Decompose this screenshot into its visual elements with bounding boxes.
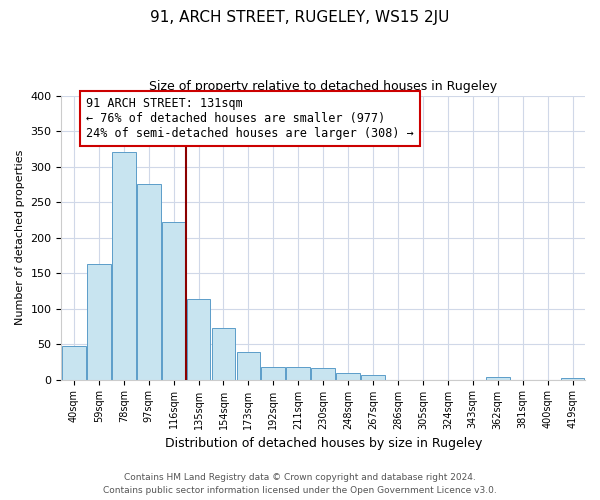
Bar bbox=[486, 378, 509, 380]
Bar bbox=[87, 264, 110, 380]
Title: Size of property relative to detached houses in Rugeley: Size of property relative to detached ho… bbox=[149, 80, 497, 93]
Y-axis label: Number of detached properties: Number of detached properties bbox=[15, 150, 25, 325]
Text: 91 ARCH STREET: 131sqm
← 76% of detached houses are smaller (977)
24% of semi-de: 91 ARCH STREET: 131sqm ← 76% of detached… bbox=[86, 97, 414, 140]
Bar bbox=[62, 346, 86, 380]
Bar bbox=[311, 368, 335, 380]
Bar bbox=[560, 378, 584, 380]
Bar bbox=[162, 222, 185, 380]
X-axis label: Distribution of detached houses by size in Rugeley: Distribution of detached houses by size … bbox=[164, 437, 482, 450]
Bar bbox=[112, 152, 136, 380]
Bar bbox=[236, 352, 260, 380]
Bar bbox=[286, 367, 310, 380]
Text: 91, ARCH STREET, RUGELEY, WS15 2JU: 91, ARCH STREET, RUGELEY, WS15 2JU bbox=[151, 10, 449, 25]
Bar bbox=[137, 184, 161, 380]
Bar bbox=[187, 298, 211, 380]
Bar bbox=[336, 373, 360, 380]
Bar bbox=[212, 328, 235, 380]
Bar bbox=[262, 367, 285, 380]
Bar bbox=[361, 376, 385, 380]
Text: Contains HM Land Registry data © Crown copyright and database right 2024.
Contai: Contains HM Land Registry data © Crown c… bbox=[103, 474, 497, 495]
